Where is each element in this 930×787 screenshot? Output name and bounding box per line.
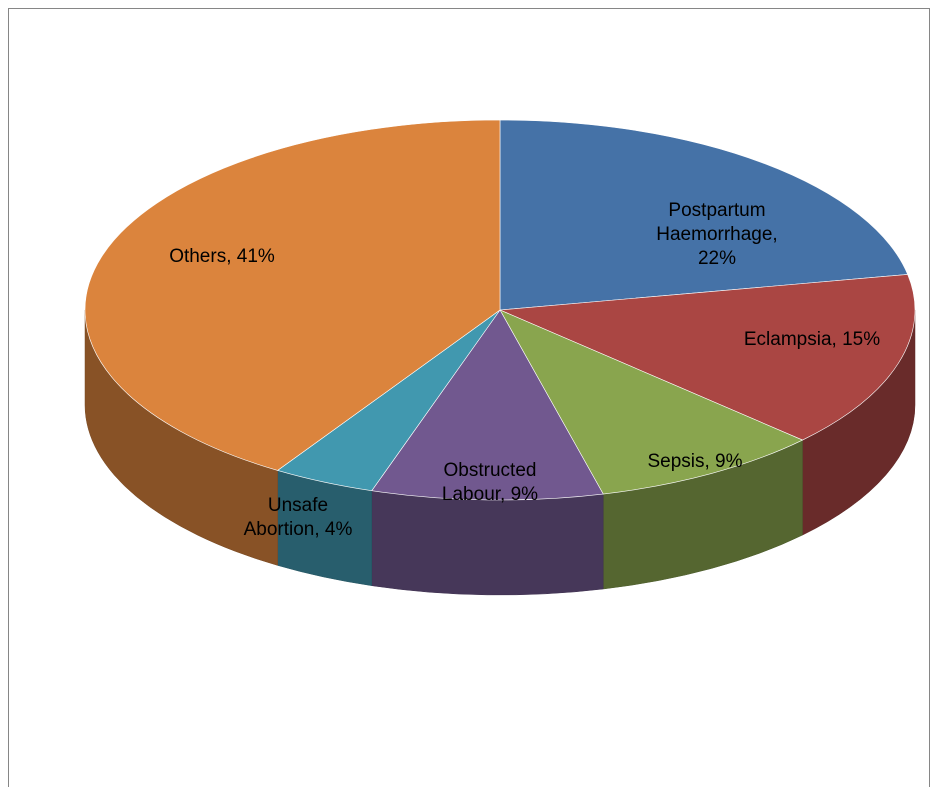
slice [499,119,909,311]
data-label: Postpartum Haemorrhage, 22% [656,200,778,269]
slice [371,309,604,501]
slice [499,309,804,495]
data-label: Sepsis, 9% [647,451,743,472]
data-label: Eclampsia, 15% [743,329,881,350]
slice [499,274,916,441]
data-label: Obstructed Labour, 9% [441,460,539,505]
data-label: Others, 41% [169,246,275,267]
slice [84,119,501,471]
data-label: Unsafe Abortion, 4% [243,495,353,540]
